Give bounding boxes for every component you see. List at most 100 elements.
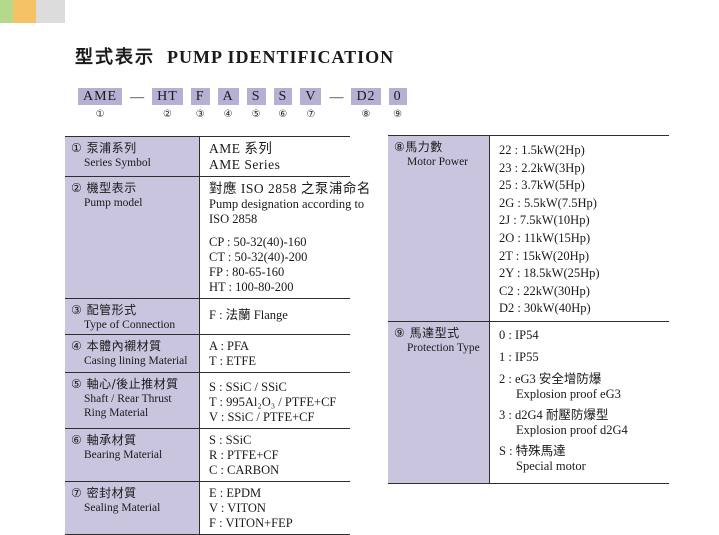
row-value: F : 法蘭 Flange [200, 299, 350, 334]
circled-number: ⑥ [278, 109, 288, 120]
code-box: V [300, 88, 322, 105]
label-english: Ring Material [84, 407, 149, 419]
code-segment-sealing: V ⑦ [300, 88, 322, 120]
value-line: 0 : IP54 [499, 327, 539, 342]
row-value: 22 : 1.5kW(2Hp) 23 : 2.2kW(3Hp) 25 : 3.7… [490, 136, 669, 321]
value-line: F : VITON+FEP [209, 516, 293, 530]
value-line: F : 法蘭 Flange [209, 308, 288, 322]
value-subline: Explosion proof d2G4 [516, 422, 628, 437]
label-chinese: ⑧馬力數 [394, 140, 443, 154]
code-box: F [190, 88, 210, 105]
protection-entry: 2 : eG3 安全增防爆 Explosion proof eG3 [499, 372, 665, 401]
label-english: Pump model [84, 197, 143, 209]
row-value: A : PFA T : ETFE [200, 335, 350, 372]
value-line: 23 : 2.2kW(3Hp) [499, 160, 585, 175]
code-box: S [273, 88, 293, 105]
code-box: S [246, 88, 266, 105]
circled-number: ⑧ [361, 109, 371, 120]
code-segment-casing: A ④ [217, 88, 239, 120]
code-segment-model: HT ② [152, 88, 183, 120]
value-line: V : SSiC / PTFE+CF [209, 410, 315, 424]
row-label: ⑥ 軸承材質 Bearing Material [65, 429, 200, 481]
value-line: 22 : 1.5kW(2Hp) [499, 143, 585, 157]
protection-entry: 1 : IP55 [499, 350, 665, 365]
value-line: S : SSiC / SSiC [209, 380, 287, 394]
code-dash: — [329, 88, 343, 106]
table-row-series-symbol: ① 泵浦系列 Series Symbol AME 系列 AME Series [65, 137, 350, 177]
value-line: AME Series [209, 157, 281, 172]
dash-glyph: — [329, 90, 344, 105]
code-box: HT [152, 88, 183, 105]
row-value: E : EPDM V : VITON F : VITON+FEP [200, 482, 350, 534]
table-row-motor-power: ⑧馬力數 Motor Power 22 : 1.5kW(2Hp) 23 : 2.… [388, 136, 669, 322]
circled-number: ③ [195, 109, 205, 120]
code-box: 0 [388, 88, 407, 105]
value-line: T : ETFE [209, 354, 256, 368]
circled-number: ⑨ [393, 109, 403, 120]
value-line: 1 : IP55 [499, 349, 539, 364]
row-label: ③ 配管形式 Type of Connection [65, 299, 200, 334]
value-line: 3 : d2G4 耐壓防爆型 [499, 407, 609, 422]
value-line: AME 系列 [209, 141, 273, 156]
value-line: 2 : eG3 安全增防爆 [499, 371, 602, 386]
label-english: Type of Connection [84, 319, 176, 331]
circled-number: ② [162, 109, 172, 120]
value-line: CP : 50-32(40)-160 [209, 235, 307, 249]
protection-entry: 0 : IP54 [499, 328, 665, 343]
row-value: 對應 ISO 2858 之泵浦命名 Pump designation accor… [200, 177, 375, 298]
gray-square-decoration [36, 0, 65, 23]
green-square-decoration [0, 0, 13, 23]
table-row-casing-lining: ④ 本體內襯材質 Casing lining Material A : PFA … [65, 335, 350, 373]
dash-glyph: — [130, 90, 145, 105]
row-label: ② 機型表示 Pump model [65, 177, 200, 298]
value-line: C : CARBON [209, 463, 280, 477]
page-title-chinese: 型式表示 [75, 47, 155, 68]
label-english: Shaft / Rear Thrust [84, 393, 172, 405]
value-subline: Explosion proof eG3 [516, 386, 621, 401]
value-line: 2G : 5.5kW(7.5Hp) [499, 195, 597, 210]
row-value: AME 系列 AME Series [200, 137, 350, 176]
spec-table-right: ⑧馬力數 Motor Power 22 : 1.5kW(2Hp) 23 : 2.… [388, 135, 669, 484]
label-chinese: ⑨ 馬達型式 [394, 325, 460, 340]
value-line: A : PFA [209, 339, 250, 353]
value-line: R : PTFE+CF [209, 448, 279, 462]
value-line: 2O : 11kW(15Hp) [499, 230, 591, 245]
accent-strip [0, 0, 65, 23]
label-english: Series Symbol [84, 157, 151, 169]
value-line: FP : 80-65-160 [209, 265, 285, 279]
value-line: C2 : 22kW(30Hp) [499, 283, 590, 298]
code-segment-series: AME ① [78, 88, 123, 120]
page-title: 型式表示 PUMP IDENTIFICATION [75, 43, 394, 69]
row-value: S : SSiC / SSiC T : 995Al₂O₃ / PTFE+CF V… [200, 373, 350, 428]
label-chinese: ⑤ 軸心/後止推材質 [71, 377, 179, 391]
table-row-sealing-material: ⑦ 密封材質 Sealing Material E : EPDM V : VIT… [65, 482, 350, 535]
table-row-protection-type: ⑨ 馬達型式 Protection Type 0 : IP54 1 : IP55… [388, 321, 669, 484]
label-chinese: ⑥ 軸承材質 [71, 433, 137, 447]
label-english: Sealing Material [84, 502, 161, 514]
circled-number: ④ [223, 109, 233, 120]
row-label: ⑨ 馬達型式 Protection Type [388, 321, 490, 483]
code-box: AME [78, 88, 123, 105]
label-chinese: ④ 本體內襯材質 [71, 339, 162, 353]
value-line: V : VITON [209, 501, 266, 515]
value-line: E : EPDM [209, 486, 262, 500]
catalog-page: 型式表示 PUMP IDENTIFICATION AME ① — HT ② F … [0, 0, 669, 535]
row-value: S : SSiC R : PTFE+CF C : CARBON [200, 429, 350, 481]
label-chinese: ② 機型表示 [71, 181, 137, 195]
value-line: CT : 50-32(40)-200 [209, 250, 308, 264]
label-english: Bearing Material [84, 449, 163, 461]
label-english: Casing lining Material [84, 355, 188, 367]
table-row-shaft-thrust: ⑤ 軸心/後止推材質 Shaft / Rear Thrust Ring Mate… [65, 373, 350, 429]
code-segment-connection: F ③ [190, 88, 210, 120]
code-segment-shaft: S ⑤ [246, 88, 266, 120]
label-chinese: ① 泵浦系列 [71, 141, 137, 155]
value-line: HT : 100-80-200 [209, 280, 294, 294]
value-line: 25 : 3.7kW(5Hp) [499, 178, 585, 193]
value-line: S : SSiC [209, 433, 252, 447]
code-segment-motor-power: D2 ⑧ [351, 88, 381, 120]
row-label: ① 泵浦系列 Series Symbol [65, 137, 200, 176]
label-chinese: ③ 配管形式 [71, 303, 137, 317]
label-english: Motor Power [407, 156, 469, 168]
value-line: ISO 2858 [209, 212, 258, 226]
value-line: 2Y : 18.5kW(25Hp) [499, 266, 600, 281]
